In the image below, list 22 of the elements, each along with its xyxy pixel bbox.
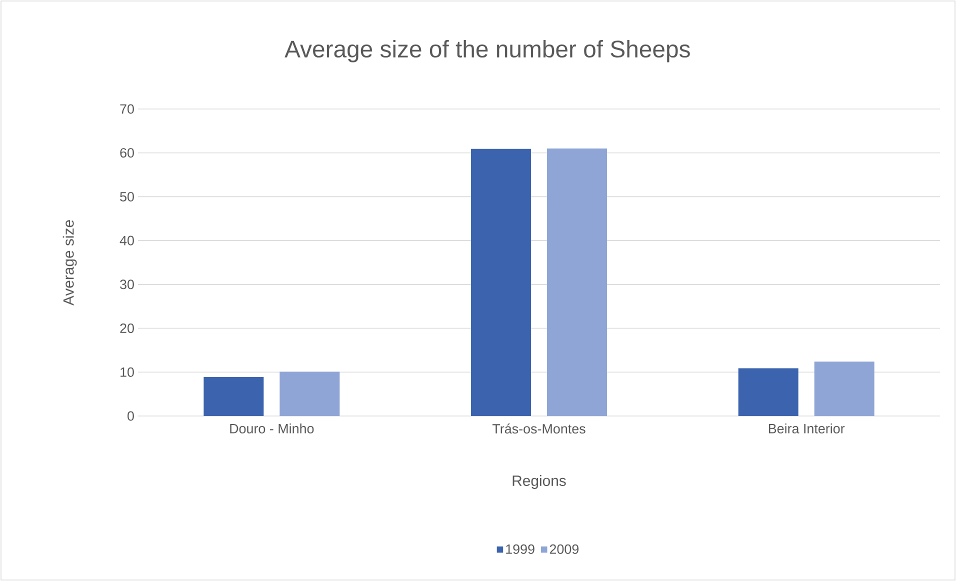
bar	[547, 148, 608, 416]
y-tick-label: 40	[120, 236, 134, 246]
x-tick-label: Douro - Minho	[230, 424, 314, 434]
y-tick-label: 60	[120, 148, 134, 158]
bar	[204, 376, 264, 416]
bar	[738, 368, 798, 416]
y-tick-label: 10	[120, 367, 134, 377]
y-tick-label: 50	[120, 192, 134, 202]
x-tick-label: Trás-os-Montes	[492, 424, 586, 434]
legend-label: 2009	[550, 544, 579, 554]
bar	[471, 148, 532, 416]
bar	[280, 372, 340, 416]
y-tick-label: 30	[120, 280, 134, 290]
y-axis-title: Average size	[62, 220, 77, 306]
y-tick-label: 20	[120, 324, 134, 334]
legend-label: 1999	[506, 544, 534, 554]
chart-title: Average size of the number of Sheeps	[284, 40, 690, 62]
x-tick-label: Beira Interior	[768, 424, 845, 434]
y-tick-label: 70	[120, 104, 134, 114]
y-tick-label: 0	[128, 411, 134, 421]
bar	[814, 362, 874, 416]
x-axis-title: Regions	[512, 475, 566, 489]
